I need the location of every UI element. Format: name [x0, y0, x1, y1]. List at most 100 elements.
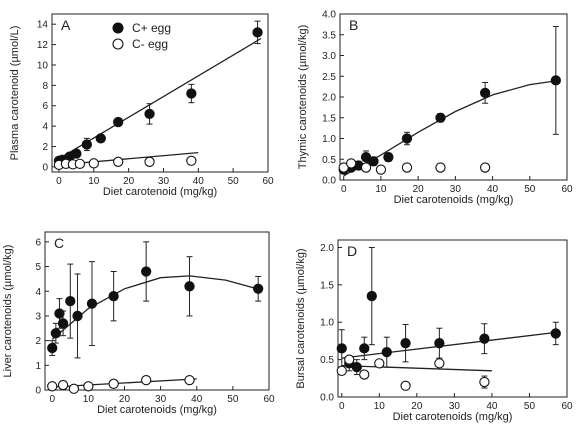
cplus-point: [50, 328, 61, 339]
cplus-point: [144, 108, 155, 120]
y-tick-label: 1.5: [320, 280, 334, 291]
cplus-point: [366, 290, 377, 302]
cminus-point: [113, 156, 124, 167]
x-tick-label: 30: [449, 401, 461, 412]
cminus-point: [68, 383, 80, 394]
y-tick-label: 4: [35, 287, 41, 298]
cplus-fit-line: [341, 331, 560, 359]
y-tick-label: 3.5: [322, 30, 336, 41]
y-tick-label: 6: [35, 237, 41, 248]
x-tick-label: 10: [375, 184, 387, 195]
y-tick-label: 10: [37, 60, 49, 71]
panel-letter: B: [349, 17, 358, 33]
y-tick-label: 1: [35, 361, 41, 372]
panel-b: 0 10 20 30 40 50 60 0.0 0.5 1.0 1.5 2.0 2.5 3.0 3.5 4.0…: [297, 10, 573, 207]
x-tick-label: 20: [123, 176, 135, 187]
cminus-point: [186, 155, 197, 166]
y-tick-label: 2.5: [322, 72, 336, 83]
x-tick-label: 50: [524, 401, 536, 412]
y-tick-label: 0.0: [320, 393, 334, 404]
x-axis-label: Diet carotenoids (mg/kg): [97, 404, 217, 416]
cminus-point: [360, 162, 372, 173]
cplus-point: [479, 87, 491, 98]
cplus-fit-line: [343, 79, 560, 177]
cplus-point: [400, 338, 411, 349]
cplus-point: [550, 328, 561, 339]
y-axis-label: Plasma carotenoid (µmol/L): [9, 26, 21, 161]
cplus-point: [113, 116, 124, 128]
cplus-point: [434, 338, 445, 349]
plot-frame: [339, 13, 568, 181]
cplus-point: [86, 298, 98, 309]
legend-label: C+ egg: [132, 21, 171, 35]
cminus-point: [74, 158, 86, 169]
x-tick-label: 20: [411, 401, 423, 412]
y-tick-label: 4.0: [322, 10, 336, 21]
cplus-point: [479, 333, 490, 344]
cplus-point: [71, 148, 82, 159]
cplus-point: [550, 75, 561, 86]
x-tick-label: 10: [88, 176, 100, 187]
cminus-point: [141, 374, 152, 386]
x-tick-label: 0: [341, 184, 347, 195]
y-axis-label: Thymic carotenoids (µmol/kg): [297, 25, 309, 170]
x-tick-label: 40: [486, 401, 498, 412]
y-tick-label: 2: [35, 336, 41, 347]
y-tick-label: 0: [42, 162, 48, 173]
cplus-point: [186, 88, 197, 99]
y-tick-label: 4: [42, 122, 48, 133]
x-tick-label: 20: [119, 394, 131, 405]
cplus-point: [359, 343, 370, 354]
cplus-point: [383, 152, 394, 163]
cplus-fit-line: [51, 275, 262, 340]
x-tick-label: 40: [191, 394, 203, 405]
cminus-point: [375, 164, 387, 175]
y-tick-label: 0.5: [322, 155, 336, 166]
y-tick-label: 6: [42, 101, 48, 112]
cplus-point: [57, 318, 69, 329]
cminus-point: [88, 158, 99, 169]
x-tick-label: 30: [450, 184, 462, 195]
x-tick-label: 0: [49, 394, 55, 405]
x-axis-label: Diet carotenoids (mg/kg): [393, 411, 513, 423]
x-tick-label: 20: [413, 184, 425, 195]
x-tick-label: 50: [524, 184, 536, 195]
y-tick-label: 0.5: [320, 355, 334, 366]
cminus-point: [144, 156, 155, 167]
plot-frame: [44, 231, 270, 391]
cplus-point: [184, 281, 195, 292]
panel-d: 0 10 20 30 40 50 60 0.0 0.5 1.0 1.5 2.0 Diet caroten…: [295, 239, 573, 423]
cplus-fit-line: [58, 37, 262, 160]
plot-frame: [51, 13, 269, 173]
x-axis-label: Diet carotenoid (mg/kg): [103, 186, 217, 198]
x-tick-label: 50: [228, 176, 240, 187]
cminus-point: [344, 354, 355, 365]
y-tick-label: 3: [35, 311, 41, 322]
x-tick-label: 60: [263, 394, 275, 405]
cplus-point: [252, 27, 263, 38]
cminus-point: [400, 380, 411, 391]
y-tick-label: 3.0: [322, 51, 336, 62]
cplus-point: [72, 310, 83, 322]
cplus-point: [253, 283, 264, 294]
x-tick-label: 60: [262, 176, 274, 187]
y-tick-label: 1.0: [322, 134, 336, 145]
cminus-legend-marker: [112, 38, 124, 50]
panel-c: 0 10 20 30 40 50 60 0 1 2 3 4 5 6 Diet carotenoids (mg…: [2, 231, 275, 416]
panel-letter: C: [54, 235, 64, 251]
cminus-point: [184, 374, 195, 386]
y-tick-label: 0.0: [322, 176, 336, 187]
x-tick-label: 10: [83, 394, 95, 405]
x-tick-label: 60: [561, 401, 573, 412]
panel-letter: A: [61, 17, 71, 33]
cplus-point: [368, 156, 379, 167]
cminus-point: [479, 376, 490, 388]
cplus-point: [336, 343, 347, 354]
y-tick-label: 12: [37, 40, 49, 51]
x-axis-label: Diet carotenoids (mg/kg): [394, 194, 514, 206]
y-tick-label: 2.0: [322, 93, 336, 104]
cminus-point: [57, 379, 69, 391]
x-tick-label: 0: [56, 176, 62, 187]
x-tick-label: 40: [193, 176, 205, 187]
